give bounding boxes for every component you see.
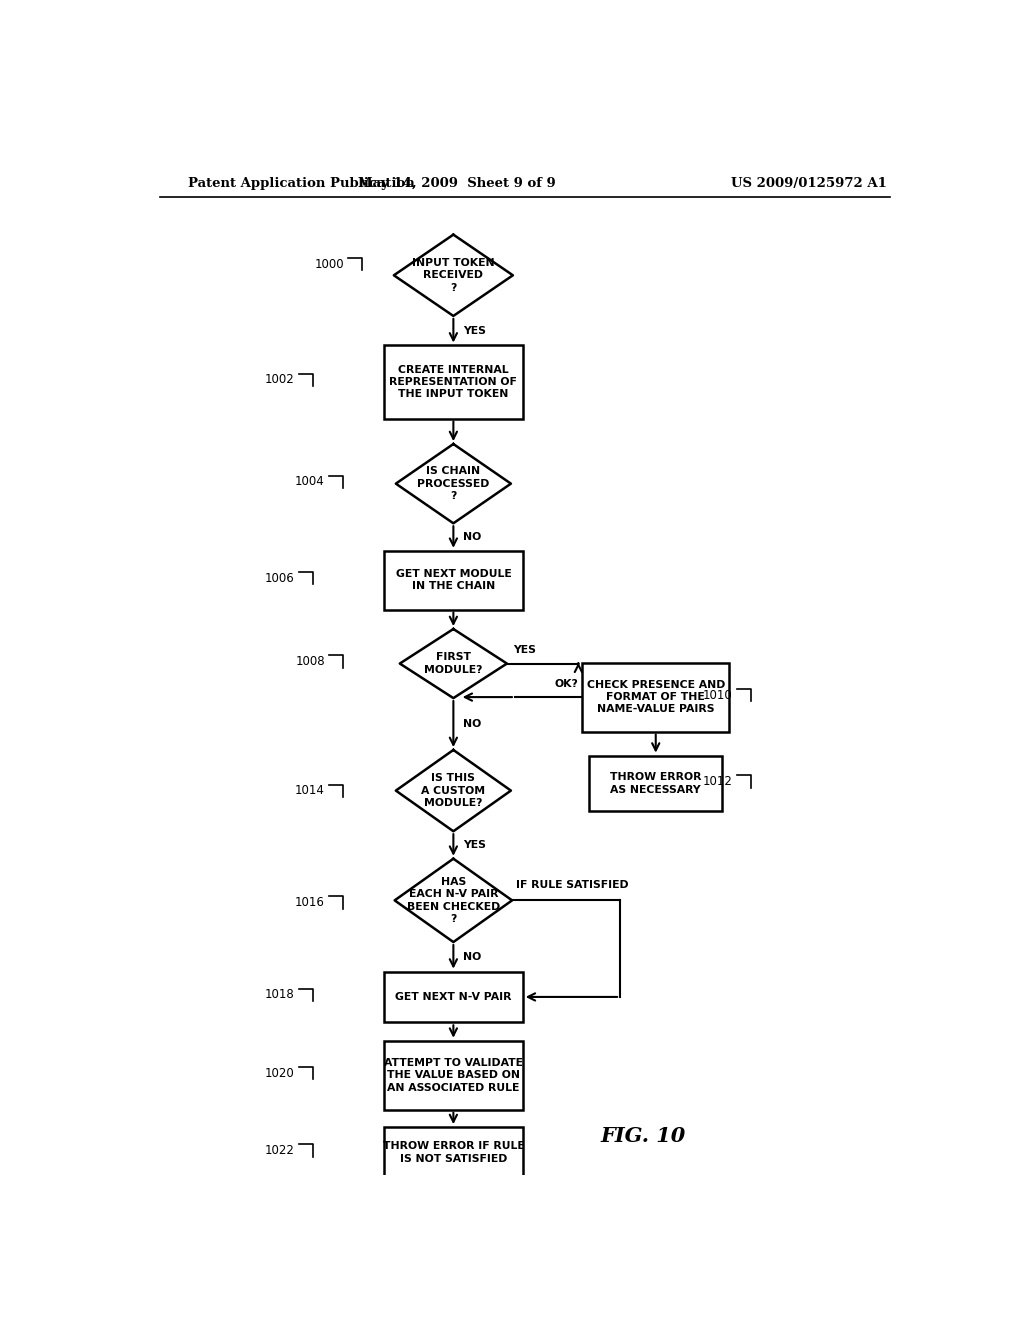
Text: 1020: 1020 xyxy=(265,1067,295,1080)
Text: OK?: OK? xyxy=(554,678,579,689)
Bar xyxy=(384,972,523,1022)
Text: THROW ERROR IF RULE
IS NOT SATISFIED: THROW ERROR IF RULE IS NOT SATISFIED xyxy=(383,1142,524,1164)
Text: ATTEMPT TO VALIDATE
THE VALUE BASED ON
AN ASSOCIATED RULE: ATTEMPT TO VALIDATE THE VALUE BASED ON A… xyxy=(384,1057,523,1093)
Text: CREATE INTERNAL
REPRESENTATION OF
THE INPUT TOKEN: CREATE INTERNAL REPRESENTATION OF THE IN… xyxy=(389,364,517,400)
Text: 1004: 1004 xyxy=(295,475,325,488)
Bar xyxy=(384,550,523,610)
Text: CHECK PRESENCE AND
FORMAT OF THE
NAME-VALUE PAIRS: CHECK PRESENCE AND FORMAT OF THE NAME-VA… xyxy=(587,680,725,714)
Text: THROW ERROR
AS NECESSARY: THROW ERROR AS NECESSARY xyxy=(610,772,701,795)
Text: YES: YES xyxy=(463,840,485,850)
Text: 1012: 1012 xyxy=(702,775,733,788)
Text: 1018: 1018 xyxy=(265,989,295,1002)
Text: May 14, 2009  Sheet 9 of 9: May 14, 2009 Sheet 9 of 9 xyxy=(358,177,556,190)
Text: 1022: 1022 xyxy=(265,1144,295,1156)
Bar xyxy=(384,346,523,418)
Bar xyxy=(583,663,729,731)
Text: GET NEXT N-V PAIR: GET NEXT N-V PAIR xyxy=(395,991,512,1002)
Text: 1002: 1002 xyxy=(265,374,295,387)
Text: Patent Application Publication: Patent Application Publication xyxy=(187,177,415,190)
Text: NO: NO xyxy=(463,952,481,962)
Text: 1006: 1006 xyxy=(265,572,295,585)
Text: IF RULE SATISFIED: IF RULE SATISFIED xyxy=(516,880,629,890)
Text: 1008: 1008 xyxy=(295,655,325,668)
Text: 1014: 1014 xyxy=(295,784,325,797)
Text: FIG. 10: FIG. 10 xyxy=(600,1126,685,1146)
Text: 1010: 1010 xyxy=(702,689,733,701)
Text: NO: NO xyxy=(463,532,481,543)
Text: IS CHAIN
PROCESSED
?: IS CHAIN PROCESSED ? xyxy=(417,466,489,502)
Text: HAS
EACH N-V PAIR
BEEN CHECKED
?: HAS EACH N-V PAIR BEEN CHECKED ? xyxy=(407,876,500,924)
Text: NO: NO xyxy=(463,719,481,729)
Text: 1016: 1016 xyxy=(295,896,325,909)
Text: US 2009/0125972 A1: US 2009/0125972 A1 xyxy=(731,177,887,190)
Bar xyxy=(589,755,722,812)
Text: YES: YES xyxy=(513,645,537,655)
Bar xyxy=(384,1040,523,1110)
Bar xyxy=(384,1127,523,1177)
Text: 1000: 1000 xyxy=(314,257,344,271)
Text: YES: YES xyxy=(463,326,485,335)
Text: GET NEXT MODULE
IN THE CHAIN: GET NEXT MODULE IN THE CHAIN xyxy=(395,569,511,591)
Text: IS THIS
A CUSTOM
MODULE?: IS THIS A CUSTOM MODULE? xyxy=(421,774,485,808)
Text: FIRST
MODULE?: FIRST MODULE? xyxy=(424,652,482,675)
Text: INPUT TOKEN
RECEIVED
?: INPUT TOKEN RECEIVED ? xyxy=(412,257,495,293)
